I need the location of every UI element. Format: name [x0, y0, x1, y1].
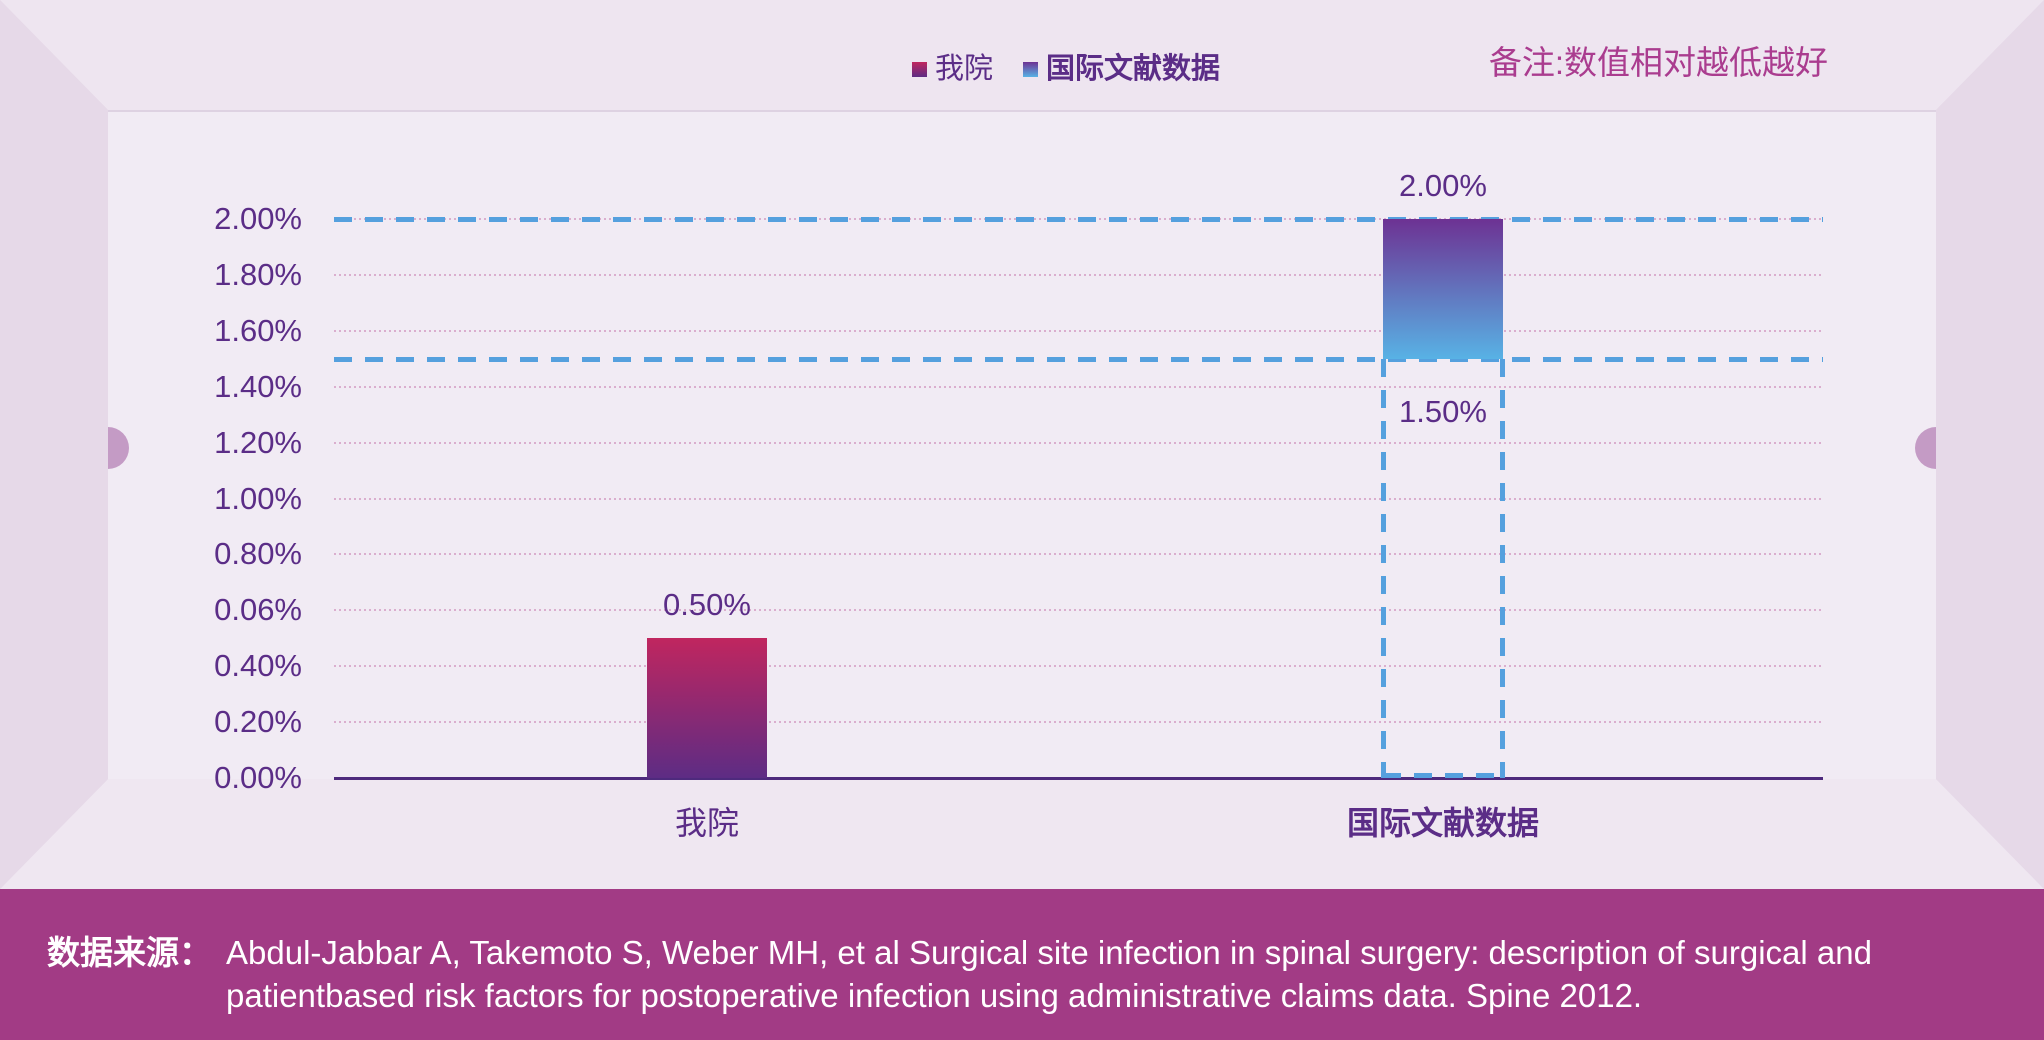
frame-right-band: [1936, 0, 2044, 889]
range-box-bottom-edge: [1383, 773, 1503, 778]
y-axis-tick-label: 0.06%: [214, 592, 302, 628]
bar-国际文献数据: [1383, 219, 1503, 359]
note-text: 备注:数值相对越低越好: [1488, 44, 1828, 81]
left-semicircle-icon: [108, 427, 129, 469]
x-axis-category-label: 我院: [674, 805, 739, 841]
y-axis-tick-label: 1.20%: [214, 424, 302, 460]
right-semicircle-icon: [1915, 427, 1936, 469]
source-label: 数据来源：: [47, 934, 212, 971]
x-axis-category-label: 国际文献数据: [1346, 805, 1539, 841]
legend-item-hospital[interactable]: 我院: [912, 52, 993, 86]
y-axis-tick-label: 1.00%: [214, 480, 302, 516]
y-axis-tick-label: 1.80%: [214, 256, 302, 292]
legend-label-hospital: 我院: [935, 53, 994, 85]
range-box-left-edge: [1381, 358, 1386, 778]
bar-value-label: 2.00%: [1399, 168, 1487, 203]
y-axis-tick-label: 2.00%: [214, 201, 302, 236]
gridline: [334, 385, 1823, 388]
frame-left-band: [0, 0, 108, 889]
legend-swatch-literature-icon: [1023, 61, 1039, 77]
bar-value-label: 0.50%: [663, 587, 751, 623]
benchmark-line-1.5: [334, 356, 1823, 362]
source-footer: 数据来源： Abdul-Jabbar A, Takemoto S, Weber …: [0, 889, 2044, 1040]
gridline: [334, 441, 1823, 444]
gridline: [334, 497, 1823, 500]
frame-top-band: [0, 0, 2044, 110]
y-axis-tick-label: 0.80%: [214, 536, 302, 572]
bar-我院: [647, 638, 767, 778]
gridline: [334, 553, 1823, 556]
legend-item-literature[interactable]: 国际文献数据: [1023, 52, 1220, 86]
y-axis-tick-label: 0.40%: [214, 648, 302, 684]
range-box-right-edge: [1500, 358, 1505, 778]
x-axis-line: [334, 777, 1823, 780]
y-axis-tick-label: 0.00%: [214, 760, 302, 795]
legend: 我院 国际文献数据: [912, 52, 1220, 86]
range-low-label: 1.50%: [1399, 394, 1487, 429]
y-axis-tick-label: 1.60%: [214, 312, 302, 348]
gridline: [334, 665, 1823, 668]
gridline: [334, 721, 1823, 724]
legend-swatch-hospital-icon: [912, 61, 927, 77]
gridline: [334, 609, 1823, 612]
frame-bottom-band: [0, 779, 2044, 889]
source-citation-line1: Abdul-Jabbar A, Takemoto S, Weber MH, et…: [226, 934, 1872, 971]
y-axis-tick-label: 0.20%: [214, 704, 302, 740]
gridline: [334, 329, 1823, 332]
legend-label-literature: 国际文献数据: [1046, 53, 1221, 85]
source-citation: Abdul-Jabbar A, Takemoto S, Weber MH, et…: [226, 931, 1872, 1017]
y-axis-tick-label: 1.40%: [214, 368, 302, 404]
source-citation-line2: patientbased risk factors for postoperat…: [226, 977, 1643, 1014]
gridline: [334, 273, 1823, 276]
benchmark-line-2: [334, 217, 1823, 222]
